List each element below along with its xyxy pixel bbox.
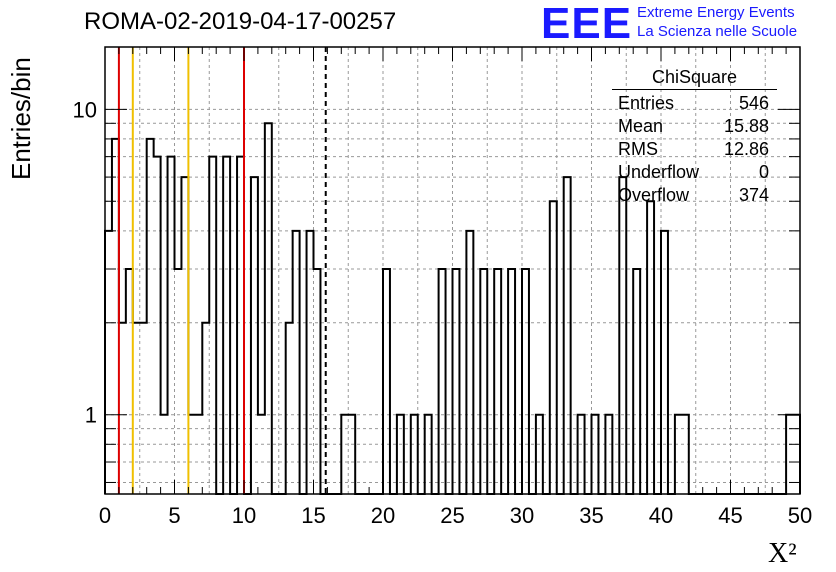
x-tick-label: 40 xyxy=(649,503,673,528)
chart-title: ROMA-02-2019-04-17-00257 xyxy=(84,8,397,35)
x-tick-label: 20 xyxy=(371,503,395,528)
stats-row: Mean 15.88 xyxy=(612,115,777,138)
axes xyxy=(104,46,801,495)
x-tick-label: 5 xyxy=(168,503,180,528)
stats-value: 15.88 xyxy=(723,116,769,136)
x-tick-label: 45 xyxy=(718,503,742,528)
x-tick-label: 0 xyxy=(99,503,111,528)
stats-label: Overflow xyxy=(618,185,690,205)
stats-value: 374 xyxy=(738,185,769,205)
x-tick-label: 30 xyxy=(510,503,534,528)
logo-line-2: La Scienza nelle Scuole xyxy=(637,23,798,40)
stats-box: ChiSquare Entries 546 Mean 15.88 RMS 12.86 Und… xyxy=(612,67,777,207)
stats-row: Entries 546 xyxy=(612,92,777,115)
stats-label: Underflow xyxy=(618,162,700,182)
stats-label: RMS xyxy=(618,139,658,159)
y-tick-label: 10 xyxy=(73,97,97,122)
stats-title: ChiSquare xyxy=(612,67,777,90)
stats-value: 12.86 xyxy=(723,139,769,159)
tick-labels: 0 5 10 15 20 25 30 35 40 45 50 1 10 xyxy=(73,97,813,528)
stats-label: Mean xyxy=(618,116,664,136)
stats-row: Underflow 0 xyxy=(612,161,777,184)
stats-row: RMS 12.86 xyxy=(612,138,777,161)
reference-lines xyxy=(117,47,327,494)
x-tick-label: 35 xyxy=(579,503,603,528)
eee-logo: EEE xyxy=(541,0,633,48)
histogram-outline xyxy=(104,122,801,495)
x-axis-label: X² xyxy=(768,538,797,569)
x-tick-label: 15 xyxy=(301,503,325,528)
y-tick-label: 1 xyxy=(85,403,97,428)
histogram-bars xyxy=(104,122,801,495)
x-tick-label: 10 xyxy=(232,503,256,528)
x-tick-label: 50 xyxy=(788,503,812,528)
stats-value: 546 xyxy=(738,93,769,113)
stats-row: Overflow 374 xyxy=(612,184,777,207)
logo-line-1: Extreme Energy Events xyxy=(637,4,795,21)
stats-label: Entries xyxy=(618,93,675,113)
x-tick-label: 25 xyxy=(440,503,464,528)
stats-value: 0 xyxy=(758,162,769,182)
y-axis-label: Entries/bin xyxy=(6,57,36,180)
logo-caption: Extreme Energy Events La Scienza nelle S… xyxy=(637,3,797,41)
